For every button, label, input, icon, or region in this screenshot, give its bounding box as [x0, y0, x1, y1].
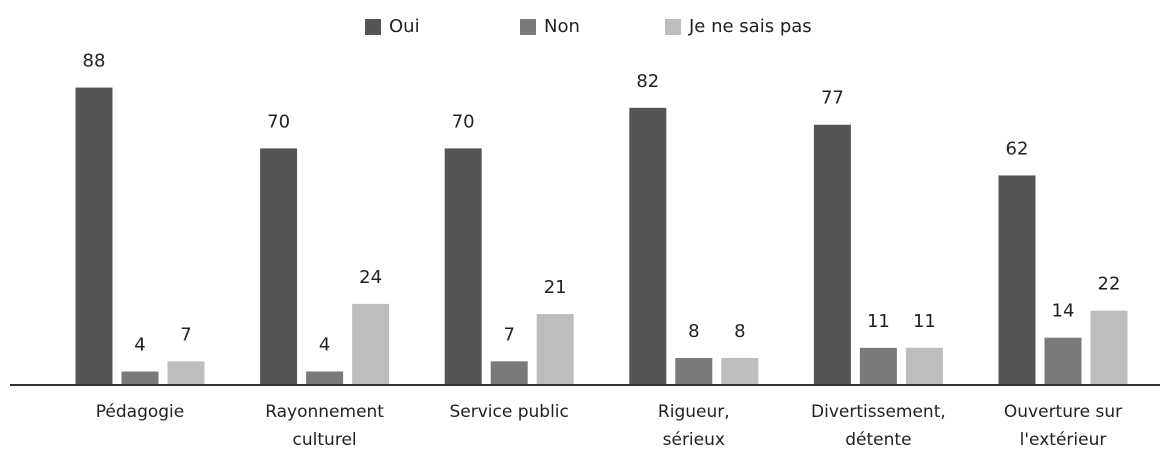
value-label: 8 — [734, 321, 745, 342]
bar — [306, 371, 344, 385]
value-label: 4 — [134, 334, 145, 355]
bar — [121, 371, 159, 385]
value-label: 82 — [636, 71, 659, 92]
bar — [352, 303, 390, 385]
bar — [1044, 337, 1082, 385]
value-label: 8 — [688, 321, 699, 342]
bar — [1090, 310, 1128, 385]
legend-label: Je ne sais pas — [688, 16, 812, 37]
x-tick-label: Pédagogie — [95, 402, 185, 422]
value-label: 24 — [359, 267, 382, 288]
value-label: 88 — [83, 51, 106, 72]
x-tick-label: Ouverture sur l'extérieur — [1003, 402, 1123, 450]
x-tick-label: Rayonnement culturel — [265, 402, 384, 450]
value-label: 21 — [544, 277, 567, 298]
value-label: 70 — [267, 111, 290, 132]
bar — [260, 148, 298, 385]
value-label: 22 — [1098, 274, 1121, 295]
bar — [675, 357, 713, 385]
bar — [998, 175, 1036, 385]
bar — [629, 107, 667, 385]
x-tick-label: Rigueur, sérieux — [657, 402, 730, 450]
value-label: 4 — [319, 334, 330, 355]
bar — [905, 347, 943, 385]
value-label: 7 — [180, 324, 191, 345]
bar — [813, 124, 851, 386]
value-label: 14 — [1052, 301, 1075, 322]
value-label: 7 — [503, 324, 514, 345]
value-label: 70 — [452, 111, 475, 132]
value-label: 77 — [821, 88, 844, 109]
bar — [490, 361, 528, 385]
legend-swatch — [520, 19, 536, 35]
bar — [536, 314, 574, 385]
value-label: 11 — [867, 311, 890, 332]
x-tick-label: Divertissement, détente — [811, 402, 946, 450]
bar — [444, 148, 482, 385]
bar — [75, 87, 113, 385]
value-label: 11 — [913, 311, 936, 332]
legend-label: Oui — [389, 16, 420, 37]
legend-swatch — [665, 19, 681, 35]
value-label: 62 — [1006, 138, 1029, 159]
x-tick-label: Service public — [449, 402, 569, 422]
bar — [167, 361, 205, 385]
legend-label: Non — [544, 16, 580, 37]
bar — [721, 357, 759, 385]
bar — [859, 347, 897, 385]
legend-swatch — [365, 19, 381, 35]
